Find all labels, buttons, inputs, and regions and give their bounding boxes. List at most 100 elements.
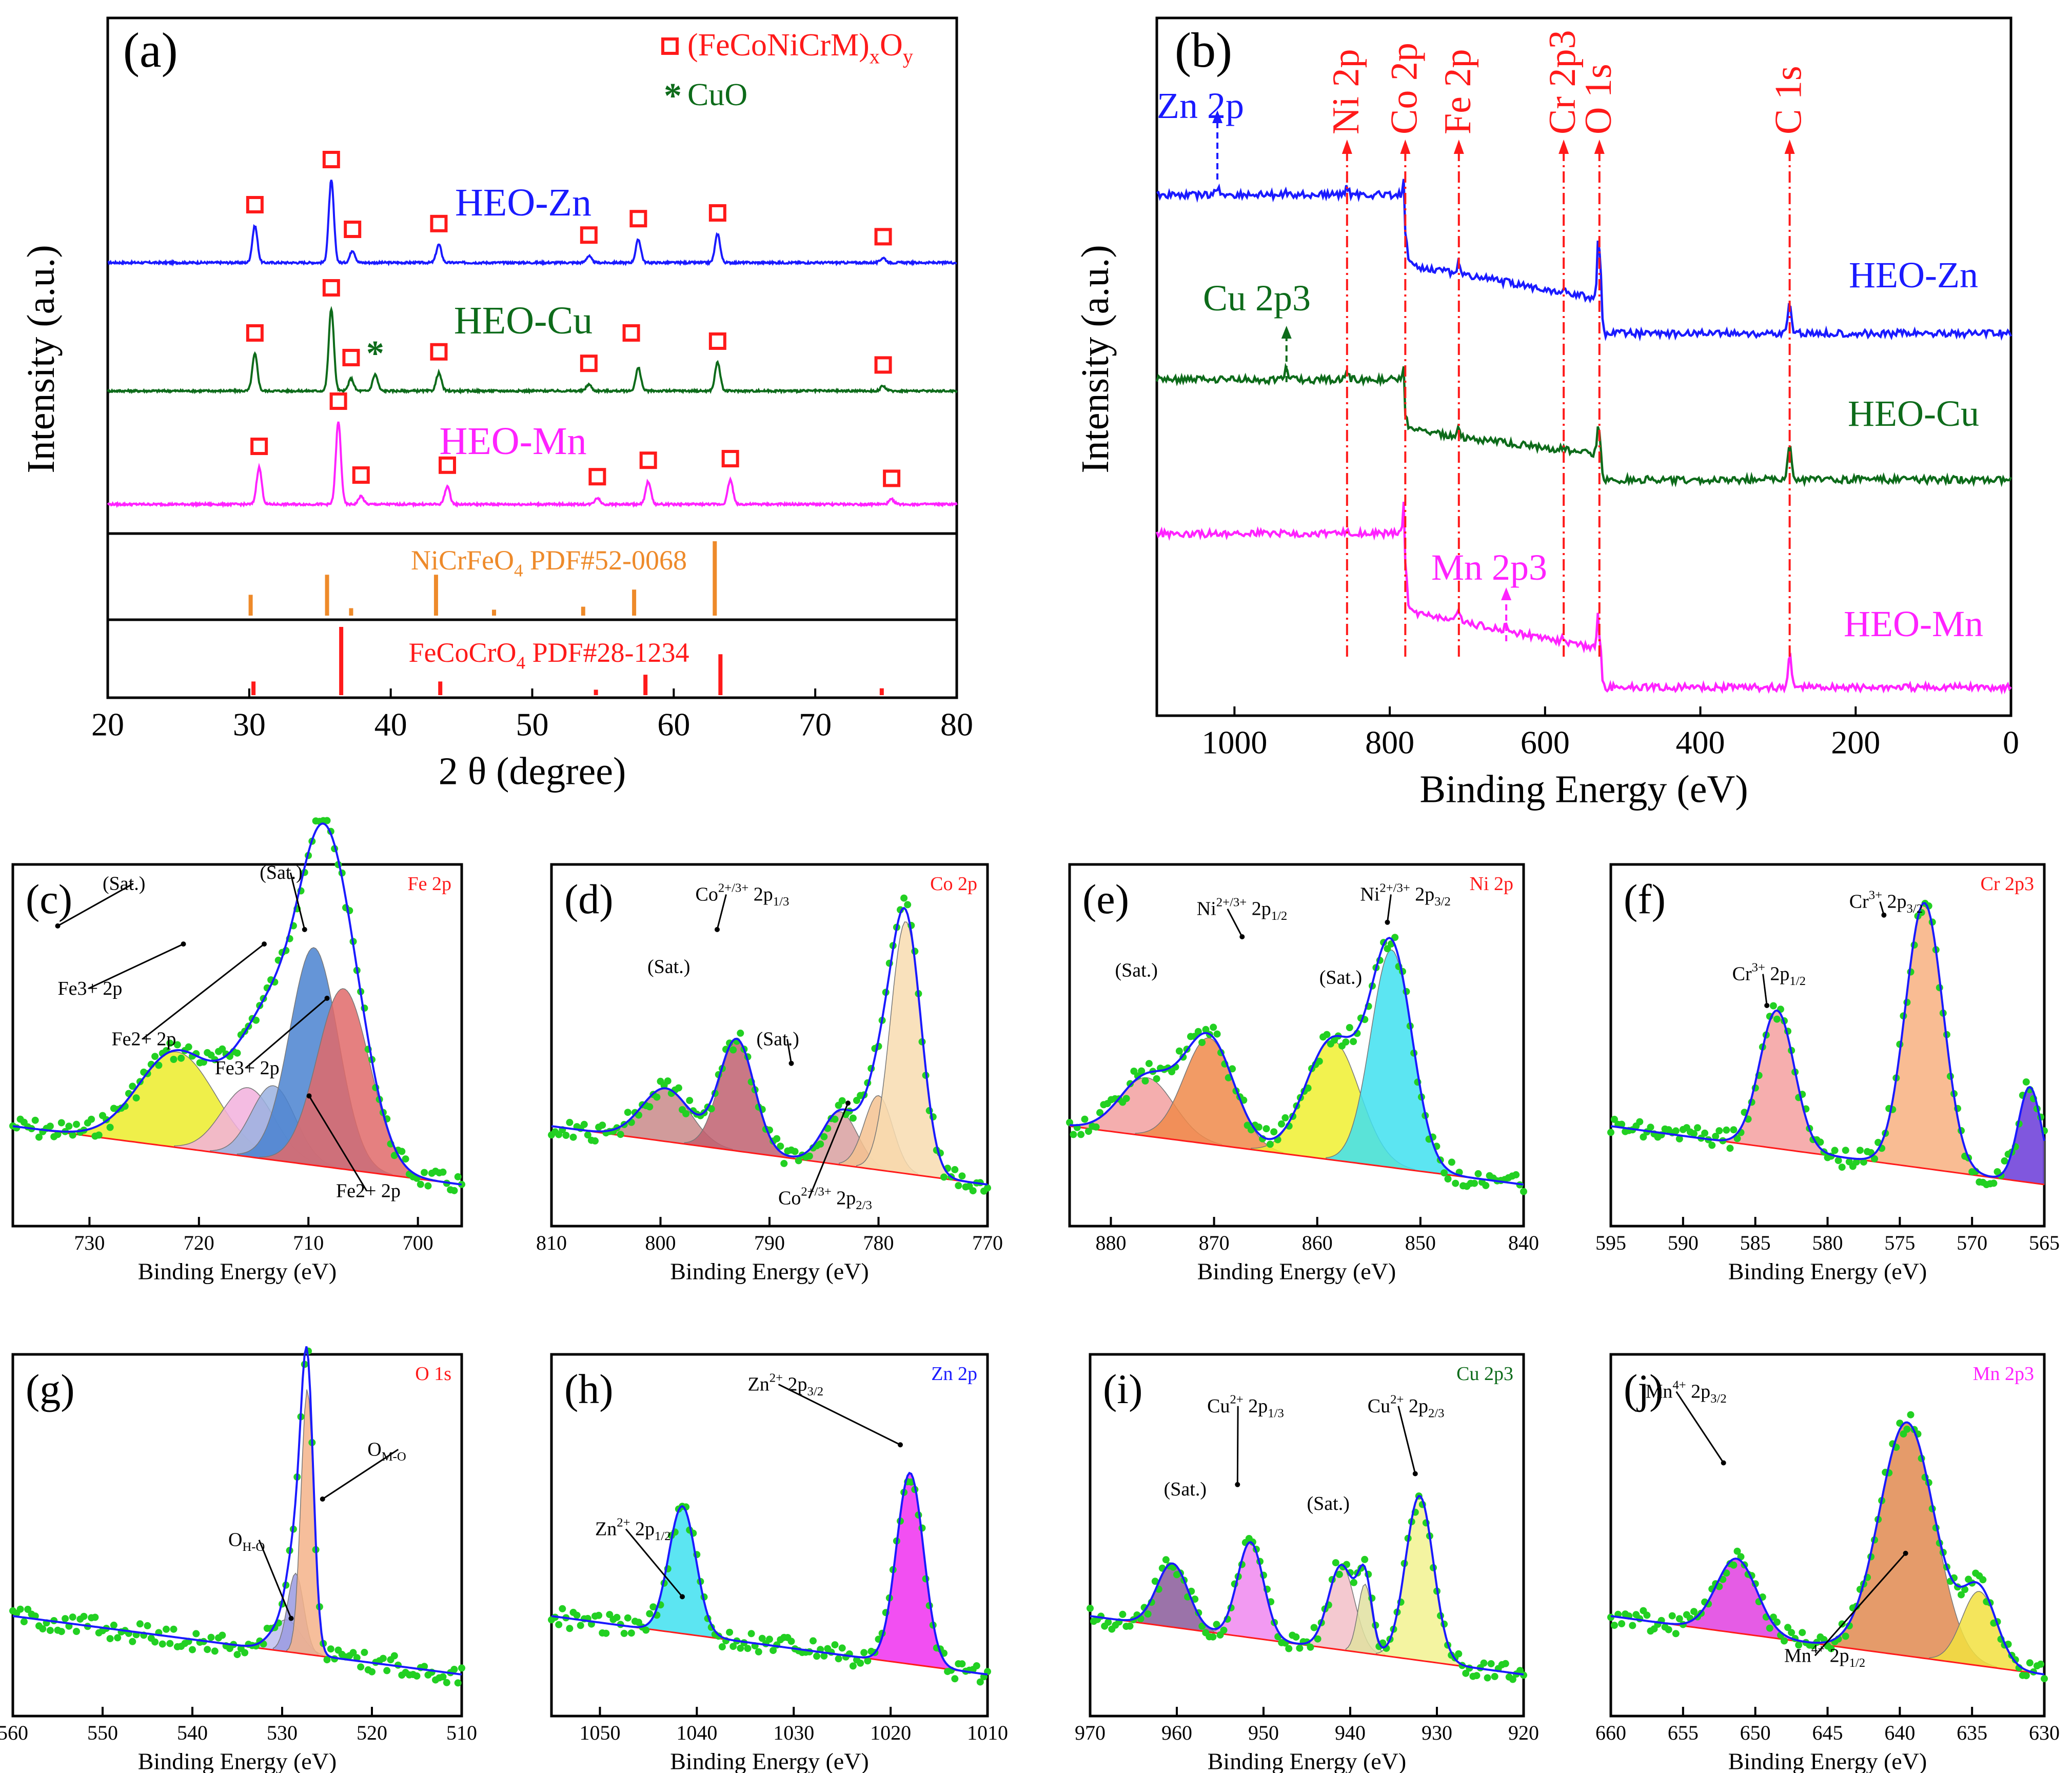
panel-g-element: O 1s	[415, 1363, 451, 1385]
panel-f-data-point	[1856, 1147, 1864, 1154]
panel-i-data-point	[1104, 1619, 1112, 1626]
panel-b-peak-label: Fe 2p	[1437, 49, 1479, 135]
panel-a-peak-marker	[629, 210, 647, 228]
panel-j-data-point	[1842, 1632, 1849, 1640]
panel-d-data-point	[849, 1114, 857, 1122]
panel-f-data-point	[1694, 1124, 1701, 1132]
panel-f-data-point	[1730, 1126, 1738, 1134]
panel-h-data-point	[820, 1652, 828, 1660]
panel-e-envelope	[1069, 937, 1524, 1186]
panel-j-data-point	[1629, 1622, 1636, 1629]
panel-i-data-point	[1332, 1559, 1339, 1567]
panel-g-annotation-arrowhead	[288, 1616, 294, 1621]
panel-d-data-point	[791, 1148, 799, 1155]
panel-h-data-point	[864, 1657, 872, 1665]
panel-j-data-point	[1766, 1624, 1773, 1632]
panel-g-data-point	[46, 1627, 54, 1634]
panel-f-annotation: Cr3+ 2p3/2	[1849, 889, 1923, 916]
panel-g-data-point	[20, 1618, 28, 1626]
panel-f-data-point	[1838, 1164, 1846, 1171]
panel-j-annotation-arrowhead	[1903, 1550, 1908, 1556]
panel-e-data-point	[1482, 1181, 1490, 1189]
panel-f-data-point	[1834, 1157, 1842, 1165]
panel-i-data-point	[1162, 1556, 1170, 1564]
panel-i-envelope	[1090, 1494, 1524, 1676]
panel-i-data-point	[1292, 1633, 1300, 1641]
panel-c-data-point	[57, 1119, 65, 1127]
panel-g-envelope	[12, 1346, 462, 1676]
panel-e-data-point	[1138, 1067, 1146, 1075]
panel-g-data-point	[379, 1654, 387, 1662]
panel-j-xlabel: Binding Energy (eV)	[1728, 1748, 1927, 1773]
panel-d-annotation: Co2+/3+ 2p2/3	[778, 1185, 872, 1213]
panel-a-peak-marker	[580, 354, 598, 372]
panel-e-data-point	[1512, 1171, 1520, 1178]
panel-i-annotation-arrowhead	[1235, 1482, 1240, 1487]
panel-i-data-point	[1361, 1555, 1369, 1563]
panel-i-annotation: (Sat.)	[1307, 1493, 1350, 1514]
panel-e-data-point	[1145, 1060, 1153, 1068]
panel-g-data-point	[170, 1625, 177, 1633]
panel-d-data-point	[599, 1121, 606, 1129]
panel-i-element: Cu 2p3	[1456, 1363, 1513, 1385]
panel-e-frame	[1068, 863, 1525, 1228]
panel-c-annotation-arrowhead	[181, 941, 186, 947]
panel-i-data-point	[1209, 1633, 1217, 1641]
panel-c-annotation: Fe2+ 2p	[112, 1029, 176, 1050]
panel-d-data-point	[682, 1110, 690, 1117]
panel-b-xlabel: Binding Energy (eV)	[1419, 768, 1748, 811]
panel-f-data-point	[2001, 1157, 2008, 1165]
panel-h-data-point	[555, 1621, 563, 1628]
panel-c-data-point	[170, 1056, 177, 1063]
panel-f-data-point	[1701, 1129, 1709, 1137]
panel-f-data-point	[1636, 1118, 1644, 1126]
panel-e-data-point	[1278, 1120, 1285, 1128]
panel-f-data-point	[1708, 1141, 1716, 1149]
panel-e-annotation: (Sat.)	[1319, 967, 1362, 989]
panel-j-data-point	[1979, 1576, 1987, 1584]
panel-c-xtick-label: 700	[403, 1231, 433, 1254]
panel-b-peak-arrow	[1400, 140, 1411, 154]
panel-g-data-point	[421, 1663, 428, 1670]
panel-g-data-point	[211, 1647, 219, 1655]
panel-h-data-point	[744, 1645, 752, 1652]
panel-d-xtick-label: 810	[536, 1231, 567, 1254]
panel-a-peak-marker	[322, 279, 340, 297]
panel-a-peak-marker	[622, 324, 640, 342]
panel-c-data-point	[233, 1049, 241, 1057]
panel-f-data-point	[1831, 1147, 1839, 1154]
panel-e-annotation-arrowhead	[1385, 919, 1390, 925]
panel-h-data-point	[860, 1649, 868, 1657]
panel-e-annotation-arrowhead	[1239, 934, 1245, 939]
panel-i-data-point	[1310, 1624, 1318, 1631]
panel-d-data-point	[675, 1084, 682, 1092]
panel-f-data-point	[1773, 1015, 1781, 1023]
panel-e-xtick-label: 880	[1095, 1231, 1126, 1254]
panel-c-annotation-arrow	[308, 1095, 368, 1192]
panel-e-xtick-label: 860	[1302, 1231, 1333, 1254]
panel-d-data-point	[969, 1187, 977, 1195]
panel-a-legend-text-2: CuO	[687, 77, 747, 112]
panel-i-data-point	[1484, 1674, 1491, 1682]
panel-i-annotation: (Sat.)	[1164, 1479, 1207, 1500]
panel-e-xtick-label: 840	[1508, 1231, 1539, 1254]
panel-j-label: (j)	[1624, 1366, 1663, 1412]
panel-j-data-point	[1730, 1561, 1738, 1569]
panel-e-label: (e)	[1082, 876, 1129, 922]
panel-c-data-point	[219, 1045, 226, 1053]
panel-d-xtick-label: 790	[754, 1231, 785, 1254]
panel-e-data-point	[1346, 1024, 1353, 1031]
panel-i-xtick-label: 940	[1335, 1721, 1366, 1744]
panel-a-frame	[106, 16, 958, 699]
panel-h-data-point	[613, 1613, 621, 1621]
panel-h-envelope	[551, 1471, 988, 1676]
panel-g-annotation-arrowhead	[320, 1496, 325, 1502]
panel-e-data-point	[1444, 1175, 1452, 1183]
panel-g-data-point	[241, 1649, 249, 1657]
panel-g-data-point	[57, 1628, 65, 1636]
panel-e-data-point	[1077, 1131, 1085, 1138]
panel-e-data-point	[1474, 1170, 1482, 1177]
panel-f-data-point	[1726, 1145, 1734, 1152]
panel-c-data-point	[421, 1169, 428, 1176]
panel-c-data-point	[450, 1187, 458, 1194]
